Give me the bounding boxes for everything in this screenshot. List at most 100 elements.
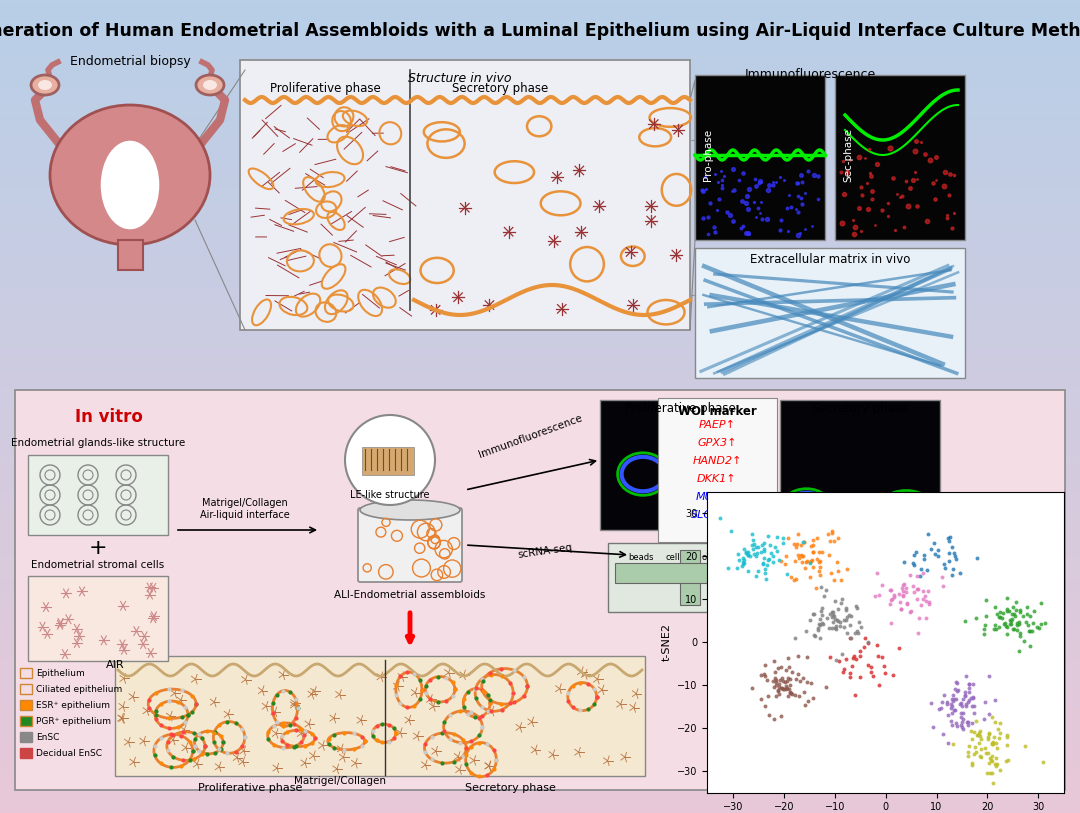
Point bbox=[920, 595, 937, 608]
Point bbox=[935, 558, 953, 571]
Point bbox=[778, 682, 795, 695]
Point bbox=[815, 589, 833, 602]
Point bbox=[755, 667, 772, 680]
Text: Proliferative phase: Proliferative phase bbox=[624, 402, 735, 415]
FancyBboxPatch shape bbox=[28, 576, 168, 661]
Point bbox=[1018, 608, 1036, 621]
Point bbox=[769, 683, 786, 696]
Point bbox=[959, 750, 976, 763]
Point bbox=[964, 690, 982, 703]
Point bbox=[946, 704, 963, 717]
Point bbox=[791, 689, 808, 702]
Point bbox=[781, 682, 798, 695]
Text: Sec-phase: Sec-phase bbox=[843, 128, 853, 182]
Point bbox=[944, 706, 961, 720]
FancyBboxPatch shape bbox=[15, 390, 1065, 790]
Point bbox=[804, 553, 821, 566]
Point bbox=[786, 631, 804, 644]
Point bbox=[1020, 619, 1037, 632]
Point bbox=[805, 546, 822, 559]
Point bbox=[805, 561, 822, 574]
Point bbox=[920, 528, 937, 541]
Point bbox=[966, 699, 983, 712]
Point bbox=[846, 689, 863, 702]
Point bbox=[781, 687, 798, 700]
Point bbox=[816, 584, 834, 597]
Point bbox=[933, 702, 950, 715]
Point bbox=[791, 551, 808, 564]
Point bbox=[860, 658, 877, 671]
Point bbox=[943, 702, 960, 715]
Text: Ciliated epithelium: Ciliated epithelium bbox=[36, 685, 122, 693]
Point bbox=[904, 580, 921, 593]
Point bbox=[801, 556, 819, 569]
Point bbox=[939, 709, 956, 722]
Point bbox=[828, 614, 846, 627]
Text: PAEP↑: PAEP↑ bbox=[699, 420, 735, 430]
Point bbox=[742, 550, 759, 563]
Point bbox=[811, 554, 828, 567]
Point bbox=[829, 531, 847, 544]
Point bbox=[781, 660, 798, 673]
Point bbox=[941, 546, 958, 559]
Point bbox=[865, 669, 882, 682]
Point bbox=[775, 557, 793, 570]
Point bbox=[758, 673, 775, 686]
Point bbox=[894, 589, 912, 602]
Point bbox=[752, 693, 769, 706]
Point bbox=[961, 677, 978, 690]
Point bbox=[837, 604, 854, 617]
Point bbox=[822, 567, 839, 580]
Point bbox=[747, 550, 765, 563]
Point bbox=[895, 577, 913, 590]
Point bbox=[768, 673, 785, 686]
Point bbox=[826, 535, 843, 548]
Text: DKK1↑: DKK1↑ bbox=[698, 474, 737, 484]
Point bbox=[1012, 603, 1029, 616]
Point bbox=[948, 720, 966, 733]
Point bbox=[825, 615, 842, 628]
Point bbox=[935, 688, 953, 701]
Point bbox=[821, 622, 838, 635]
Point bbox=[915, 549, 932, 562]
Text: scRNA-seq: scRNA-seq bbox=[517, 542, 573, 560]
Point bbox=[885, 668, 902, 681]
Point bbox=[793, 538, 810, 551]
FancyBboxPatch shape bbox=[835, 75, 966, 240]
Point bbox=[976, 696, 994, 709]
Point bbox=[795, 535, 812, 548]
Point bbox=[954, 712, 971, 725]
Point bbox=[837, 601, 854, 614]
Point bbox=[940, 532, 957, 545]
Point bbox=[851, 650, 868, 663]
Point bbox=[804, 607, 821, 620]
Point bbox=[805, 538, 822, 551]
Point bbox=[812, 632, 829, 645]
Text: Structure in vivo: Structure in vivo bbox=[408, 72, 512, 85]
Point bbox=[841, 618, 859, 631]
FancyBboxPatch shape bbox=[658, 398, 777, 542]
Point bbox=[745, 548, 762, 561]
Text: Endometrial glands-like structure: Endometrial glands-like structure bbox=[11, 438, 185, 448]
Point bbox=[920, 598, 937, 611]
Text: Epithelium: Epithelium bbox=[36, 668, 84, 677]
Point bbox=[828, 555, 846, 568]
Point bbox=[904, 557, 921, 570]
Point bbox=[801, 571, 819, 584]
Point bbox=[986, 600, 1003, 613]
Point bbox=[995, 618, 1012, 631]
Point bbox=[772, 660, 789, 673]
Point bbox=[852, 670, 869, 683]
Point bbox=[881, 598, 899, 611]
Point bbox=[1007, 610, 1024, 623]
Point bbox=[768, 545, 785, 558]
Point bbox=[811, 555, 828, 568]
Text: Proliferative phase: Proliferative phase bbox=[270, 82, 380, 95]
Point bbox=[987, 623, 1004, 636]
Point bbox=[799, 554, 816, 567]
Point bbox=[826, 612, 843, 625]
Point bbox=[993, 611, 1010, 624]
Point bbox=[980, 670, 997, 683]
Point bbox=[957, 669, 974, 682]
Point bbox=[978, 767, 996, 780]
